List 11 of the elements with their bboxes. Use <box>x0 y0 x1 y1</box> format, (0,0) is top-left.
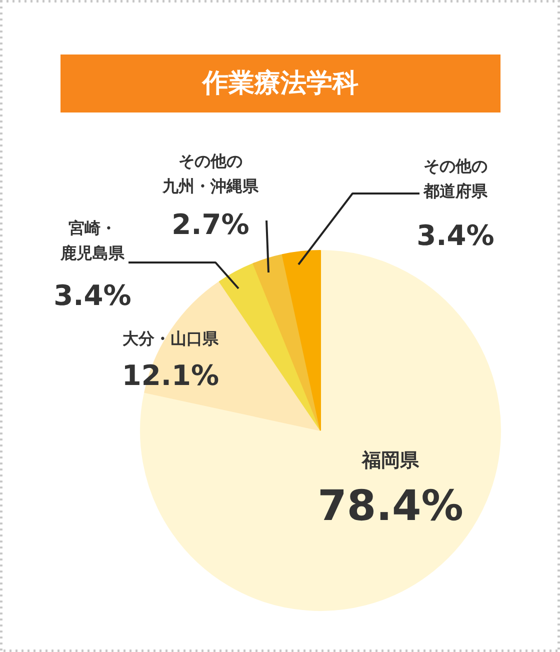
slice-label: その他の都道府県 <box>422 156 488 200</box>
data-label: 78.4% <box>318 481 464 530</box>
slice-label: 宮崎・鹿児島県 <box>60 218 126 262</box>
data-label: 3.4% <box>416 219 494 252</box>
data-label: 3.4% <box>54 279 132 312</box>
slice-label: その他の九州・沖縄県 <box>162 152 260 196</box>
data-label: 2.7% <box>172 208 250 241</box>
slice-label: 福岡県 <box>361 450 420 472</box>
chart-title: 作業療法学科 <box>202 68 358 98</box>
data-label: 12.1% <box>122 359 220 392</box>
slice-label: 大分・山口県 <box>122 329 220 348</box>
